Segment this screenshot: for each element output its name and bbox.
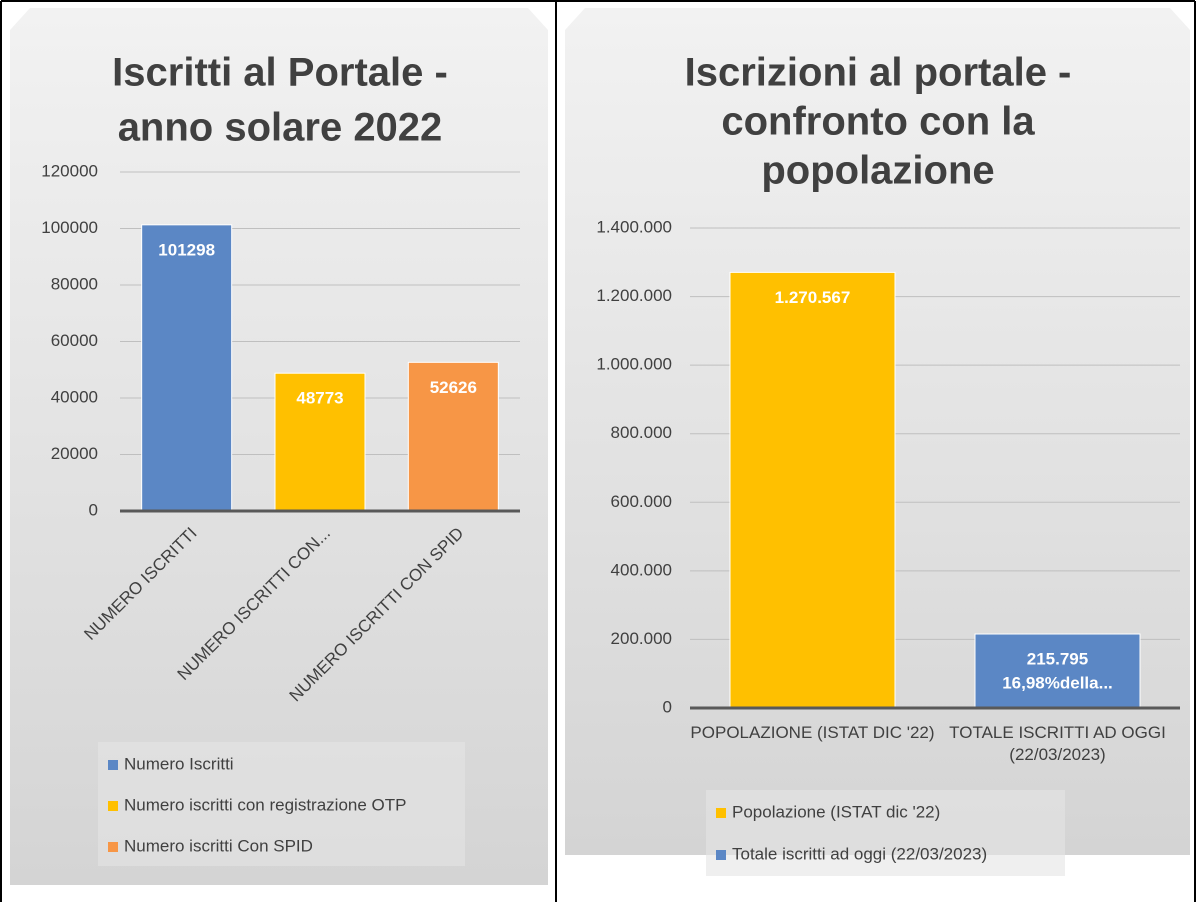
bar: [974, 633, 1141, 709]
y-tick-label: 200.000: [611, 629, 672, 648]
x-tick-label: TOTALE ISCRITTI AD OGGI (22/03/2023): [949, 723, 1166, 764]
chart-title: confronto con la: [721, 100, 1035, 144]
legend-swatch: [108, 801, 118, 811]
chart-title: anno solare 2022: [118, 106, 443, 150]
legend-label: Popolazione (ISTAT dic '22): [732, 802, 940, 821]
bar: [729, 271, 896, 709]
data-label: 48773: [296, 389, 343, 408]
bar: [274, 372, 366, 512]
data-label: 215.795: [1027, 649, 1088, 668]
legend-label: Numero iscritti con registrazione OTP: [124, 795, 406, 814]
x-tick-label: POPOLAZIONE (ISTAT DIC '22): [690, 723, 935, 742]
legend-label: Numero Iscritti: [124, 754, 234, 773]
bar: [407, 361, 499, 512]
chart-title: popolazione: [761, 149, 994, 193]
y-tick-label: 600.000: [611, 492, 672, 511]
legend-swatch: [716, 850, 726, 860]
legend-swatch: [108, 760, 118, 770]
legend-label: Numero iscritti Con SPID: [124, 836, 313, 855]
y-tick-label: 400.000: [611, 560, 672, 579]
y-tick-label: 40000: [51, 387, 98, 406]
y-tick-label: 0: [663, 697, 672, 716]
y-tick-label: 20000: [51, 444, 98, 463]
y-tick-label: 80000: [51, 274, 98, 293]
chart-title: Iscrizioni al portale -: [685, 51, 1072, 95]
y-tick-label: 1.200.000: [596, 286, 672, 305]
chart-title: Iscritti al Portale -: [112, 51, 448, 95]
data-label: 16,98%della...: [1002, 673, 1113, 692]
legend-swatch: [108, 842, 118, 852]
legend-box: [98, 742, 465, 866]
legend-box: [706, 790, 1065, 876]
y-tick-label: 120000: [41, 161, 98, 180]
y-tick-label: 0: [89, 500, 98, 519]
y-tick-label: 1.400.000: [596, 217, 672, 236]
legend-swatch: [716, 808, 726, 818]
y-tick-label: 800.000: [611, 423, 672, 442]
data-label: 52626: [430, 378, 477, 397]
y-tick-label: 100000: [41, 218, 98, 237]
data-label: 101298: [158, 240, 215, 259]
legend-label: Totale iscritti ad oggi (22/03/2023): [732, 844, 987, 863]
y-tick-label: 1.000.000: [596, 355, 672, 374]
data-label: 1.270.567: [775, 288, 851, 307]
bar: [141, 224, 233, 512]
y-tick-label: 60000: [51, 331, 98, 350]
